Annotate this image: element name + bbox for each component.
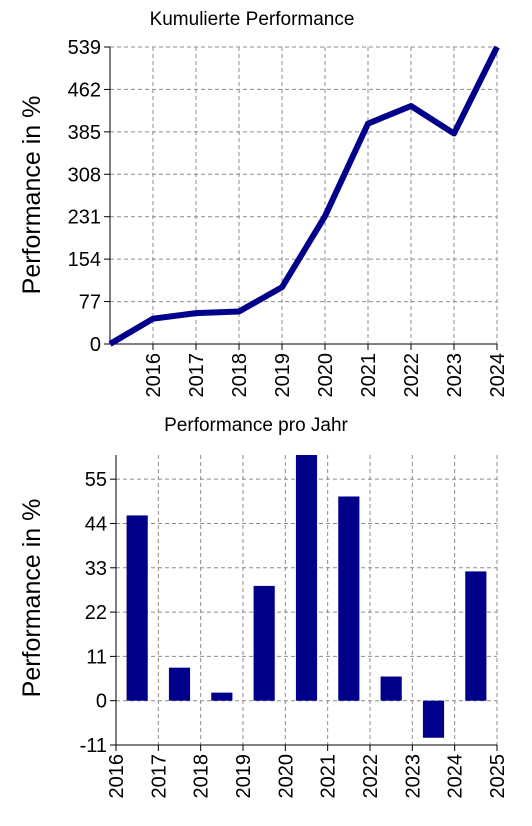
- x-tick-label: 2018: [229, 353, 251, 398]
- y-tick-label: 308: [68, 164, 101, 186]
- y-tick-label: 0: [96, 691, 107, 713]
- y-tick-label: 539: [68, 37, 101, 59]
- bar: [465, 571, 487, 701]
- y-axis-ticks: -11 0 11 22 33 44 55: [80, 469, 116, 757]
- y-tick-label: 55: [85, 469, 107, 491]
- x-tick-label: 2021: [358, 353, 380, 398]
- cumulative-performance-chart: Kumulierte Performance Performance in % …: [18, 9, 509, 398]
- x-tick-label: 2024: [445, 754, 467, 799]
- y-axis-ticks: 0 77 154 231 308 385 462 539: [68, 37, 110, 356]
- data-point: [238, 310, 240, 312]
- data-point: [367, 123, 369, 125]
- bar: [422, 700, 445, 738]
- y-axis-label: Performance in %: [18, 96, 46, 295]
- data-point: [324, 215, 326, 217]
- data-point: [281, 286, 283, 288]
- x-tick-label: 2025: [487, 754, 509, 799]
- x-tick-label: 2023: [402, 754, 424, 799]
- bar: [295, 455, 318, 701]
- x-tick-label: 2019: [233, 754, 255, 799]
- x-tick-label: 2022: [401, 353, 423, 398]
- x-tick-label: 2021: [318, 754, 340, 799]
- y-axis-label: Performance in %: [18, 499, 46, 698]
- y-tick-label: -11: [80, 735, 107, 757]
- x-tick-label: 2016: [143, 353, 165, 398]
- data-series: [108, 45, 500, 347]
- x-tick-label: 2017: [186, 353, 208, 398]
- x-tick-label: 2022: [360, 754, 382, 799]
- x-tick-label: 2020: [315, 353, 337, 398]
- chart-title: Performance pro Jahr: [164, 415, 348, 436]
- data-point: [109, 343, 111, 345]
- bar: [126, 515, 148, 701]
- x-axis-ticks: 2016 2017 2018 2019 2020 2021 2022 2023 2024 2025: [106, 745, 509, 799]
- y-tick-label: 462: [68, 79, 101, 101]
- y-tick-label: 22: [85, 602, 107, 624]
- y-tick-label: 44: [85, 513, 107, 535]
- data-point: [195, 312, 197, 314]
- x-tick-label: 2020: [275, 754, 297, 799]
- bar: [211, 692, 233, 701]
- y-tick-label: 33: [85, 558, 107, 580]
- x-tick-label: 2017: [148, 754, 170, 799]
- x-tick-label: 2023: [444, 353, 466, 398]
- x-tick-label: 2019: [272, 353, 294, 398]
- data-point: [496, 46, 498, 48]
- data-series: [126, 455, 487, 738]
- bar: [380, 676, 402, 701]
- gridlines: [110, 46, 498, 345]
- y-tick-label: 231: [68, 207, 101, 229]
- y-tick-label: 385: [68, 122, 101, 144]
- y-tick-label: 11: [86, 646, 107, 668]
- data-point: [152, 318, 154, 320]
- bar: [253, 585, 275, 701]
- bar: [338, 496, 360, 701]
- x-axis-ticks: 2016 2017 2018 2019 2020 2021 2022 2023 2024: [143, 344, 509, 398]
- y-tick-label: 0: [90, 334, 101, 356]
- chart-title: Kumulierte Performance: [150, 9, 355, 30]
- x-tick-label: 2018: [191, 754, 213, 799]
- axes: [115, 455, 497, 746]
- data-point: [453, 133, 455, 135]
- bar: [168, 667, 191, 701]
- axes: [109, 47, 497, 345]
- y-tick-label: 77: [79, 292, 101, 314]
- x-tick-label: 2024: [487, 353, 509, 398]
- data-point: [410, 105, 412, 107]
- x-tick-label: 2016: [106, 754, 128, 799]
- performance-line: [108, 45, 500, 347]
- annual-performance-chart: Performance pro Jahr Performance in % 20…: [18, 415, 509, 799]
- y-tick-label: 154: [68, 249, 101, 271]
